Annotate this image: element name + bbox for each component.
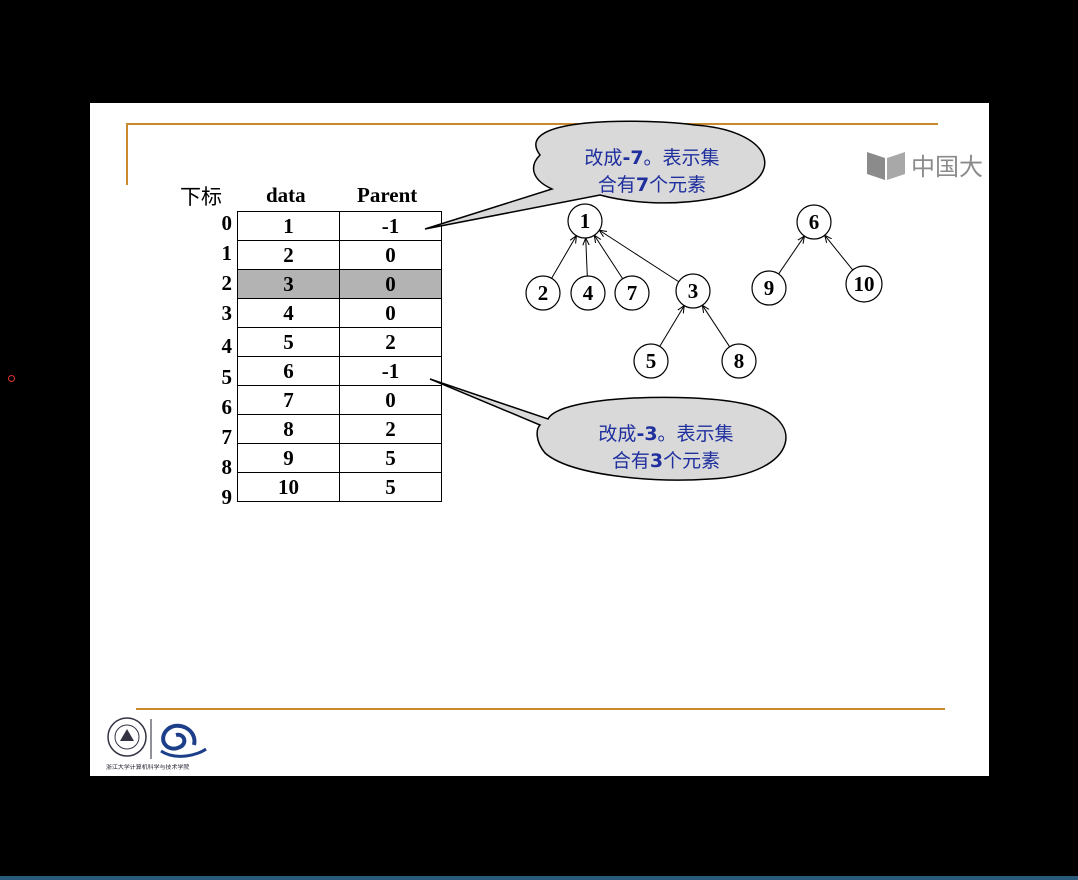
- logo-caption: 浙江大学计算机科学与技术学院: [106, 763, 190, 771]
- tree-node-label: 6: [809, 210, 820, 234]
- tree-node-label: 9: [764, 276, 775, 300]
- callout-top-text: 改成-7。表示集 合有7个元素: [584, 147, 720, 196]
- row-index-label: 3: [221, 301, 233, 325]
- header-parent: Parent: [357, 183, 418, 207]
- parent-cell: -1: [339, 211, 442, 241]
- tree-edge: [659, 306, 685, 347]
- tree-node: [614, 275, 650, 311]
- tree-node-label: 7: [627, 281, 638, 305]
- left-rule: [126, 123, 128, 185]
- bottom-strip: [0, 876, 1078, 880]
- row-index-label: 2: [221, 271, 233, 295]
- tree-edge: [599, 230, 680, 283]
- tree-edge: [702, 305, 731, 348]
- row-index-label: 0: [221, 211, 233, 235]
- table-row: 1 -1: [237, 211, 442, 241]
- parent-array-table: 1 -1 2 0 3 0 4 0 5 2 6 -1 7 0 8 2 9 5 10 5: [237, 211, 442, 502]
- tree-nodes: 1 2 4 7 3 5 8 6 9 10: [525, 203, 883, 379]
- tree-edge: [586, 238, 588, 277]
- tree-node-label: 4: [583, 281, 594, 305]
- tree-diagram: 1 2 4 7 3 5 8 6 9 10: [424, 120, 883, 481]
- parent-cell: 2: [339, 327, 442, 357]
- row-index-label: 9: [221, 485, 233, 509]
- row-index-label: 7: [221, 425, 233, 449]
- tree-node: [570, 275, 606, 311]
- tree-node: [845, 265, 883, 303]
- tree-node: [751, 270, 787, 306]
- callout-bottom-bubble: [429, 378, 787, 481]
- row-index-label: 4: [221, 334, 233, 358]
- top-rule: [126, 123, 938, 125]
- data-cell: 10: [237, 472, 340, 502]
- row-index-label: 1: [221, 241, 233, 265]
- tree-node: [567, 203, 603, 239]
- tree-node: [675, 273, 711, 309]
- tree-node-label: 10: [854, 272, 875, 296]
- tree-edge: [778, 236, 805, 275]
- university-logo: [106, 715, 208, 775]
- tree-edge: [594, 235, 624, 280]
- tree-node: [633, 343, 669, 379]
- tree-node: [721, 343, 757, 379]
- tree-node-label: 8: [734, 349, 745, 373]
- tree-node-label: 1: [580, 209, 591, 233]
- header-data: data: [266, 183, 306, 207]
- parent-cell: 2: [339, 414, 442, 444]
- parent-cell: -1: [339, 356, 442, 386]
- parent-cell: 0: [339, 298, 442, 328]
- data-cell: 3: [237, 269, 340, 299]
- row-index-label: 8: [221, 455, 233, 479]
- tree-node: [525, 275, 561, 311]
- watermark: 中国大: [865, 147, 983, 182]
- row-index-label: 5: [221, 365, 233, 389]
- tree-node-label: 3: [688, 279, 699, 303]
- tree-node: [796, 204, 832, 240]
- tree-edge: [551, 236, 577, 279]
- tree-edge: [825, 235, 854, 271]
- row-index-label: 6: [221, 395, 233, 419]
- bottom-rule: [136, 708, 945, 710]
- book-logo-icon: [867, 151, 905, 180]
- tree-edges: [551, 230, 854, 348]
- callout-bottom-text: 改成-3。表示集 合有3个元素: [598, 423, 734, 472]
- table-row: 10 5: [237, 472, 442, 502]
- parent-cell: 5: [339, 472, 442, 502]
- data-cell: 5: [237, 327, 340, 357]
- stray-dot: [8, 375, 15, 382]
- callout-top-bubble: [424, 120, 766, 230]
- emblem-icon: [107, 717, 207, 759]
- header-index: 下标: [180, 185, 222, 209]
- tree-node-label: 5: [646, 349, 657, 373]
- tree-node-label: 2: [538, 281, 549, 305]
- data-cell: 7: [237, 385, 340, 415]
